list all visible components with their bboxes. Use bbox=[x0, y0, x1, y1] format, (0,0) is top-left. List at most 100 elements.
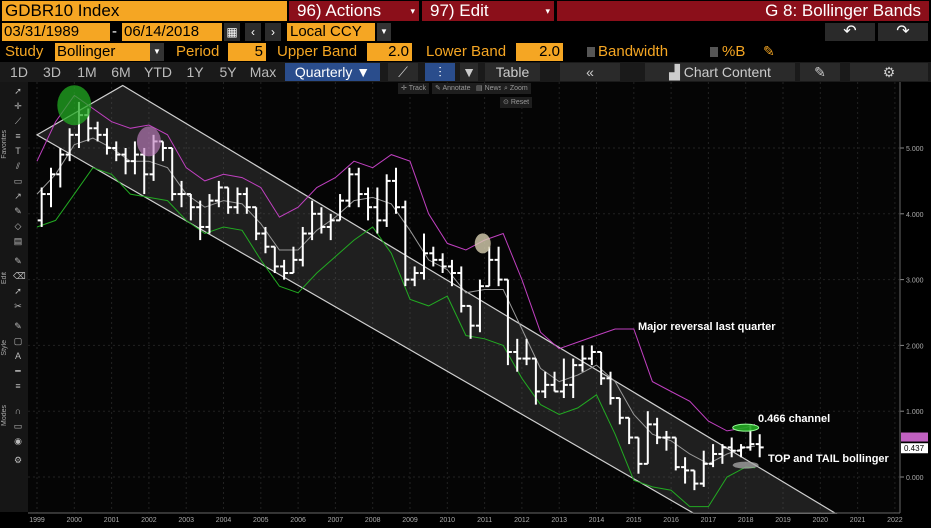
period-label: Period bbox=[176, 43, 220, 60]
pen-tool-icon[interactable]: ✎ bbox=[14, 206, 22, 216]
calendar-icon[interactable]: ▦ bbox=[224, 23, 240, 41]
end-date-field[interactable]: 06/14/2018 bbox=[122, 23, 222, 41]
actions-menu[interactable]: 96) Actions ▾ bbox=[289, 1, 419, 21]
zoom-tool[interactable]: ⌕ Zoom bbox=[501, 83, 531, 94]
study-field[interactable]: Bollinger bbox=[55, 43, 150, 61]
frequency-dropdown[interactable]: Quarterly ▼ bbox=[285, 63, 380, 81]
tab-1d[interactable]: 1D bbox=[10, 64, 28, 80]
ohlc-bar bbox=[531, 357, 540, 405]
edit-menu[interactable]: 97) Edit ▾ bbox=[422, 1, 554, 21]
y-tick-label: 4.000 bbox=[906, 212, 924, 219]
top-highlight-green bbox=[57, 85, 92, 126]
tab-6m[interactable]: 6M bbox=[111, 64, 131, 80]
channel-tool-icon[interactable]: ⫽ bbox=[15, 161, 20, 171]
redo-icon[interactable]: ↷ bbox=[878, 23, 928, 41]
chart-type-dropdown-icon[interactable]: ▼ bbox=[460, 63, 478, 81]
crosshair-icon[interactable]: ✛ bbox=[14, 101, 22, 111]
page-title: G 8: Bollinger Bands bbox=[557, 1, 929, 21]
edit-caret-icon: ▾ bbox=[545, 6, 550, 16]
track-tool[interactable]: ✛ Track bbox=[398, 83, 429, 94]
ohlc-bar bbox=[102, 128, 111, 155]
track-label: Track bbox=[408, 85, 426, 92]
style-box-icon[interactable]: ▢ bbox=[13, 336, 23, 346]
style-line-icon[interactable]: ━ bbox=[15, 366, 21, 376]
pointer-icon[interactable]: ➚ bbox=[14, 86, 22, 96]
shape-tool-icon[interactable]: ◇ bbox=[14, 221, 22, 231]
tab-1m[interactable]: 1M bbox=[77, 64, 97, 80]
annotation-reversal: Major reversal last quarter bbox=[638, 321, 776, 333]
currency-dropdown-icon[interactable]: ▼ bbox=[377, 23, 391, 41]
pctb-checkbox[interactable] bbox=[710, 47, 718, 57]
y-tick-label: 3.000 bbox=[906, 278, 924, 285]
currency-field[interactable]: Local CCY bbox=[287, 23, 375, 41]
tab-ytd[interactable]: YTD bbox=[144, 64, 172, 80]
line-chart-icon[interactable]: ⟋ bbox=[388, 63, 418, 81]
ohlc-bar bbox=[224, 186, 233, 214]
mode-eye-icon[interactable]: ◉ bbox=[14, 436, 22, 446]
top-highlight-purple bbox=[136, 126, 161, 157]
ohlc-bar bbox=[326, 213, 335, 241]
mode-magnet-icon[interactable]: ∩ bbox=[14, 406, 22, 416]
period-field[interactable]: 5 bbox=[228, 43, 266, 61]
text-tool-icon[interactable]: T bbox=[15, 146, 21, 156]
ohlc-bar bbox=[485, 246, 494, 288]
gear-icon[interactable]: ⚙ bbox=[850, 63, 928, 81]
x-tick-label: 2022 bbox=[887, 517, 903, 524]
actions-caret-icon: ▾ bbox=[410, 6, 415, 16]
reset-tool[interactable]: ⊙ Reset bbox=[500, 97, 533, 108]
upper-band-field[interactable]: 2.0 bbox=[367, 43, 412, 61]
ohlc-bar bbox=[550, 371, 559, 393]
edit-select-icon[interactable]: ➚ bbox=[14, 286, 22, 296]
bar-chart-icon[interactable]: ⫶ bbox=[425, 63, 455, 81]
chart-content-button[interactable]: ▟ Chart Content bbox=[645, 63, 795, 81]
ohlc-bar bbox=[522, 338, 531, 366]
ohlc-bar bbox=[392, 167, 401, 214]
study-label: Study bbox=[5, 43, 44, 60]
prev-arrow-icon[interactable]: ‹ bbox=[245, 23, 261, 41]
edit-cut-icon[interactable]: ✂ bbox=[14, 301, 22, 311]
lower-band-field[interactable]: 2.0 bbox=[516, 43, 563, 61]
trendline-icon[interactable]: ⟋ bbox=[14, 116, 22, 126]
date-separator: - bbox=[112, 23, 117, 40]
ohlc-bar bbox=[541, 371, 550, 399]
upper-band-line bbox=[36, 94, 756, 432]
y-tick-label: 0.000 bbox=[906, 475, 924, 482]
study-dropdown-icon[interactable]: ▼ bbox=[150, 43, 164, 61]
tab-3d[interactable]: 3D bbox=[43, 64, 61, 80]
style-text-icon[interactable]: A bbox=[14, 351, 21, 361]
ohlc-bar bbox=[382, 174, 391, 227]
ruler-icon[interactable]: ▭ bbox=[13, 176, 23, 186]
start-date-field[interactable]: 03/31/1989 bbox=[2, 23, 110, 41]
x-tick-label: 2009 bbox=[402, 517, 418, 524]
ohlc-bar bbox=[755, 434, 764, 458]
ticker-field[interactable]: GDBR10 Index bbox=[2, 1, 287, 21]
tab-max[interactable]: Max bbox=[249, 64, 277, 80]
undo-icon[interactable]: ↶ bbox=[825, 23, 875, 41]
x-tick-label: 2004 bbox=[216, 517, 232, 524]
mode-lock-icon[interactable]: ▭ bbox=[13, 421, 23, 431]
ohlc-bar bbox=[634, 436, 643, 474]
annotate-tool[interactable]: ✎ Annotate bbox=[432, 83, 474, 94]
settings-icon[interactable]: ⚙ bbox=[13, 455, 23, 465]
style-pen-icon[interactable]: ✎ bbox=[14, 321, 22, 331]
collapse-icon[interactable]: « bbox=[560, 63, 620, 81]
x-tick-label: 2005 bbox=[253, 517, 269, 524]
news-tool[interactable]: ▤ News bbox=[473, 83, 506, 94]
x-tick-label: 2001 bbox=[104, 517, 120, 524]
edit-pen-icon[interactable]: ✎ bbox=[14, 256, 22, 266]
pencil-icon[interactable]: ✎ bbox=[763, 43, 775, 59]
ohlc-bar bbox=[643, 411, 652, 465]
table-button[interactable]: Table bbox=[485, 63, 540, 81]
x-tick-label: 2014 bbox=[589, 517, 605, 524]
ohlc-bar bbox=[503, 278, 512, 366]
fibonacci-icon[interactable]: ≡ bbox=[15, 131, 21, 141]
tab-1y[interactable]: 1Y bbox=[186, 64, 204, 80]
arrow-tool-icon[interactable]: ↗ bbox=[14, 191, 22, 201]
tab-5y[interactable]: 5Y bbox=[219, 64, 237, 80]
style-size-icon[interactable]: ≡ bbox=[15, 381, 21, 391]
layers-icon[interactable]: ▤ bbox=[13, 236, 23, 246]
next-arrow-icon[interactable]: › bbox=[265, 23, 281, 41]
edit-chart-icon[interactable]: ✎ bbox=[800, 63, 840, 81]
edit-erase-icon[interactable]: ⌫ bbox=[13, 271, 26, 281]
bandwidth-checkbox[interactable] bbox=[587, 47, 595, 57]
